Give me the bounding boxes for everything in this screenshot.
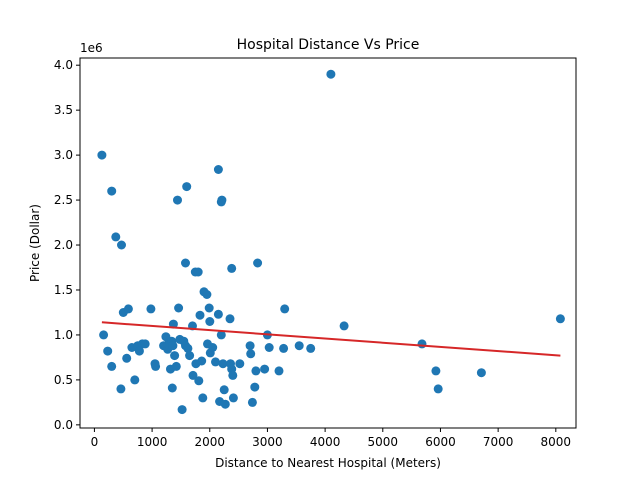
data-point	[170, 351, 180, 361]
data-point	[220, 399, 230, 409]
data-point	[228, 370, 238, 380]
data-point	[251, 366, 261, 376]
x-tick-label: 3000	[252, 435, 283, 449]
data-point	[208, 343, 218, 352]
data-point	[217, 195, 227, 205]
data-point	[260, 364, 270, 374]
data-point	[177, 405, 187, 415]
axes-frame	[79, 57, 577, 429]
data-point	[218, 359, 228, 369]
y-tick-label: 0.5	[54, 373, 73, 387]
data-point	[306, 343, 316, 353]
data-point	[195, 310, 205, 320]
data-point	[97, 150, 107, 160]
data-point	[181, 258, 190, 268]
trend-line	[101, 321, 561, 357]
data-point	[123, 304, 133, 314]
data-point	[235, 359, 245, 369]
data-point	[122, 353, 132, 363]
data-point	[253, 258, 263, 268]
data-point	[431, 366, 441, 376]
data-point	[185, 351, 195, 361]
data-point	[326, 69, 336, 79]
chart-title: Hospital Distance Vs Price	[237, 37, 420, 53]
y-tick-label: 4.0	[54, 58, 73, 72]
data-point	[246, 349, 256, 359]
data-point	[245, 341, 255, 351]
data-point	[182, 182, 192, 192]
data-point	[193, 267, 203, 277]
data-point	[197, 356, 207, 366]
y-tick-label: 1.5	[54, 283, 73, 297]
x-axis-label: Distance to Nearest Hospital (Meters)	[215, 456, 441, 470]
data-point	[433, 384, 443, 394]
x-tick-label: 2000	[194, 435, 225, 449]
x-tick-label: 0	[91, 435, 99, 449]
y-tick-label: 1.0	[54, 328, 73, 342]
x-tick-label: 5000	[368, 435, 399, 449]
data-point	[274, 366, 284, 376]
y-tick-label: 3.0	[54, 148, 73, 162]
data-point	[107, 186, 117, 196]
data-point	[140, 339, 150, 349]
data-point	[173, 195, 182, 205]
y-tick-label: 0.0	[54, 418, 73, 432]
x-tick-label: 6000	[425, 435, 456, 449]
data-point	[130, 375, 140, 385]
data-point	[219, 385, 229, 395]
data-point	[417, 339, 427, 349]
x-tick-label: 1000	[137, 435, 168, 449]
data-point	[339, 321, 349, 331]
data-point	[264, 343, 274, 352]
data-point	[202, 290, 212, 299]
data-point	[279, 343, 289, 353]
data-point	[99, 330, 109, 340]
data-point	[117, 240, 126, 250]
x-tick-label: 8000	[541, 435, 572, 449]
data-point	[227, 263, 237, 273]
data-point	[151, 361, 161, 371]
data-point	[294, 341, 304, 351]
y-tick-label: 2.0	[54, 238, 73, 252]
data-point	[555, 314, 565, 324]
data-point	[111, 232, 121, 242]
x-tick-label: 7000	[483, 435, 514, 449]
data-point	[103, 346, 113, 356]
data-point	[134, 346, 144, 356]
data-point	[116, 384, 126, 394]
data-point	[213, 165, 223, 174]
data-point	[194, 376, 204, 386]
data-point	[228, 393, 238, 403]
data-point	[183, 343, 193, 353]
data-point	[174, 303, 184, 313]
data-point	[146, 304, 156, 314]
data-point	[188, 370, 198, 380]
data-point	[250, 382, 260, 392]
tick-layer: 0 1000 2000 3000 4000 5000 6000 7000 8000 0.0 0.5 1…	[54, 58, 571, 449]
data-point	[213, 309, 223, 319]
data-point	[225, 314, 235, 324]
data-point	[280, 304, 290, 314]
x-tick-label: 4000	[310, 435, 341, 449]
data-point	[168, 341, 178, 351]
data-point	[167, 383, 177, 393]
data-point	[205, 317, 215, 326]
data-point	[476, 368, 486, 378]
data-point	[198, 393, 208, 403]
y-offset-label: 1e6	[80, 41, 103, 55]
plot-layer	[97, 69, 565, 415]
data-point	[204, 303, 214, 313]
data-point	[171, 361, 181, 371]
y-tick-label: 3.5	[54, 103, 73, 117]
y-axis-label: Price (Dollar)	[28, 204, 42, 282]
data-point	[216, 330, 226, 340]
data-point	[107, 361, 117, 371]
data-point	[211, 357, 220, 367]
data-point	[247, 397, 257, 407]
y-tick-label: 2.5	[54, 193, 73, 207]
